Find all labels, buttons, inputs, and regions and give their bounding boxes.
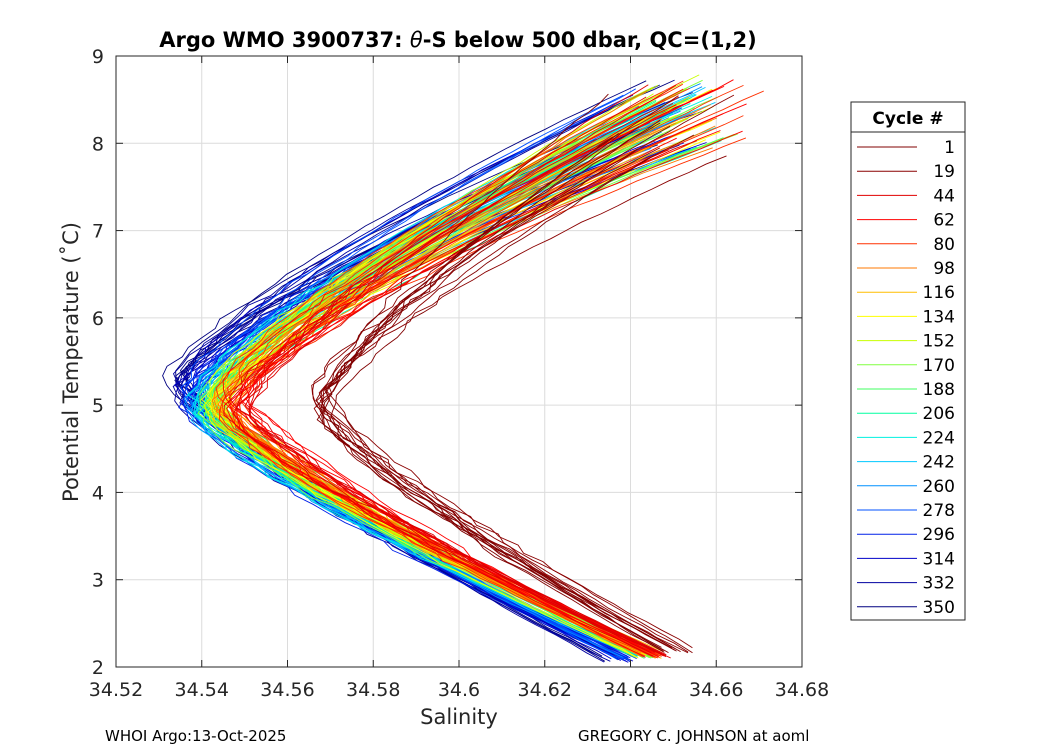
profile-line	[248, 84, 666, 656]
legend-items: 1 19 44 62 80 98 116 134 152 170 188 206 224 242 260 27…	[857, 138, 955, 618]
x-tick-label: 34.56	[260, 679, 314, 701]
profile-line	[311, 122, 693, 649]
profile-line	[179, 92, 645, 658]
legend-label: 314	[923, 549, 955, 569]
profile-line	[315, 148, 669, 653]
profile-line	[249, 149, 669, 653]
x-tick-label: 34.6	[438, 679, 480, 701]
legend-label: 44	[933, 186, 955, 206]
x-axis-ticks: 34.52 34.54 34.56 34.58 34.6 34.62 34.64 34.66 3…	[89, 56, 829, 701]
x-tick-label: 34.68	[775, 679, 829, 701]
footer-date: WHOI Argo:13-Oct-2025	[105, 727, 286, 745]
legend-label: 80	[933, 235, 955, 255]
legend-label: 206	[923, 404, 955, 424]
legend-label: 62	[933, 211, 955, 231]
profile-line	[321, 133, 662, 648]
legend-label: 278	[923, 501, 955, 521]
legend-label: 170	[923, 356, 955, 376]
legend-label: 332	[923, 574, 955, 594]
x-tick-label: 34.66	[689, 679, 743, 701]
profile-line	[219, 87, 690, 657]
profile-line	[312, 147, 677, 650]
curves	[162, 74, 764, 663]
legend-label: 260	[923, 477, 955, 497]
chart-title: Argo WMO 3900737: θ-S below 500 dbar, QC…	[159, 28, 756, 52]
legend-label: 350	[923, 598, 955, 618]
profile-line	[228, 140, 697, 656]
y-axis-ticks: 2 3 4 5 6 7 8 9	[92, 46, 802, 679]
legend-label: 1	[944, 138, 955, 158]
legend: Cycle # 1 19 44 62 80 98 116 134 152 170 188 206 224…	[850, 101, 966, 621]
profile-line	[244, 103, 674, 654]
y-tick-label: 2	[92, 657, 104, 679]
legend-label: 224	[923, 428, 955, 448]
profile-line	[323, 155, 727, 654]
profile-line	[197, 93, 696, 655]
profile-line	[248, 84, 677, 653]
legend-label: 152	[923, 332, 955, 352]
x-tick-label: 34.54	[175, 679, 229, 701]
legend-label: 242	[923, 453, 955, 473]
y-axis-label: Potential Temperature (˚C)	[59, 222, 83, 502]
x-tick-label: 34.64	[603, 679, 657, 701]
series-1	[315, 93, 681, 653]
legend-label: 98	[933, 259, 955, 279]
y-tick-label: 8	[92, 133, 104, 155]
profile-line	[316, 136, 664, 652]
legend-title: Cycle #	[872, 109, 943, 129]
profile-line	[330, 155, 677, 652]
profile-line	[316, 93, 681, 652]
y-tick-label: 5	[92, 395, 104, 417]
x-axis-label: Salinity	[420, 705, 498, 729]
y-tick-label: 7	[92, 221, 104, 243]
y-tick-label: 9	[92, 46, 104, 68]
y-tick-label: 6	[92, 308, 104, 330]
legend-box	[850, 101, 966, 621]
profile-line	[232, 96, 654, 658]
series-44	[223, 84, 697, 659]
y-tick-label: 4	[92, 482, 104, 504]
profile-line	[211, 104, 711, 659]
x-tick-label: 34.52	[89, 679, 143, 701]
legend-label: 134	[923, 307, 955, 327]
profile-line	[220, 122, 676, 658]
legend-label: 296	[923, 525, 955, 545]
profile-line	[320, 125, 689, 653]
x-tick-label: 34.58	[346, 679, 400, 701]
profile-line	[319, 94, 735, 651]
legend-label: 116	[923, 283, 955, 303]
footer-author: GREGORY C. JOHNSON at aoml	[578, 727, 809, 745]
profile-line	[223, 96, 680, 659]
legend-label: 19	[933, 162, 955, 182]
y-tick-label: 3	[92, 570, 104, 592]
x-tick-label: 34.62	[518, 679, 572, 701]
legend-label: 188	[923, 380, 955, 400]
